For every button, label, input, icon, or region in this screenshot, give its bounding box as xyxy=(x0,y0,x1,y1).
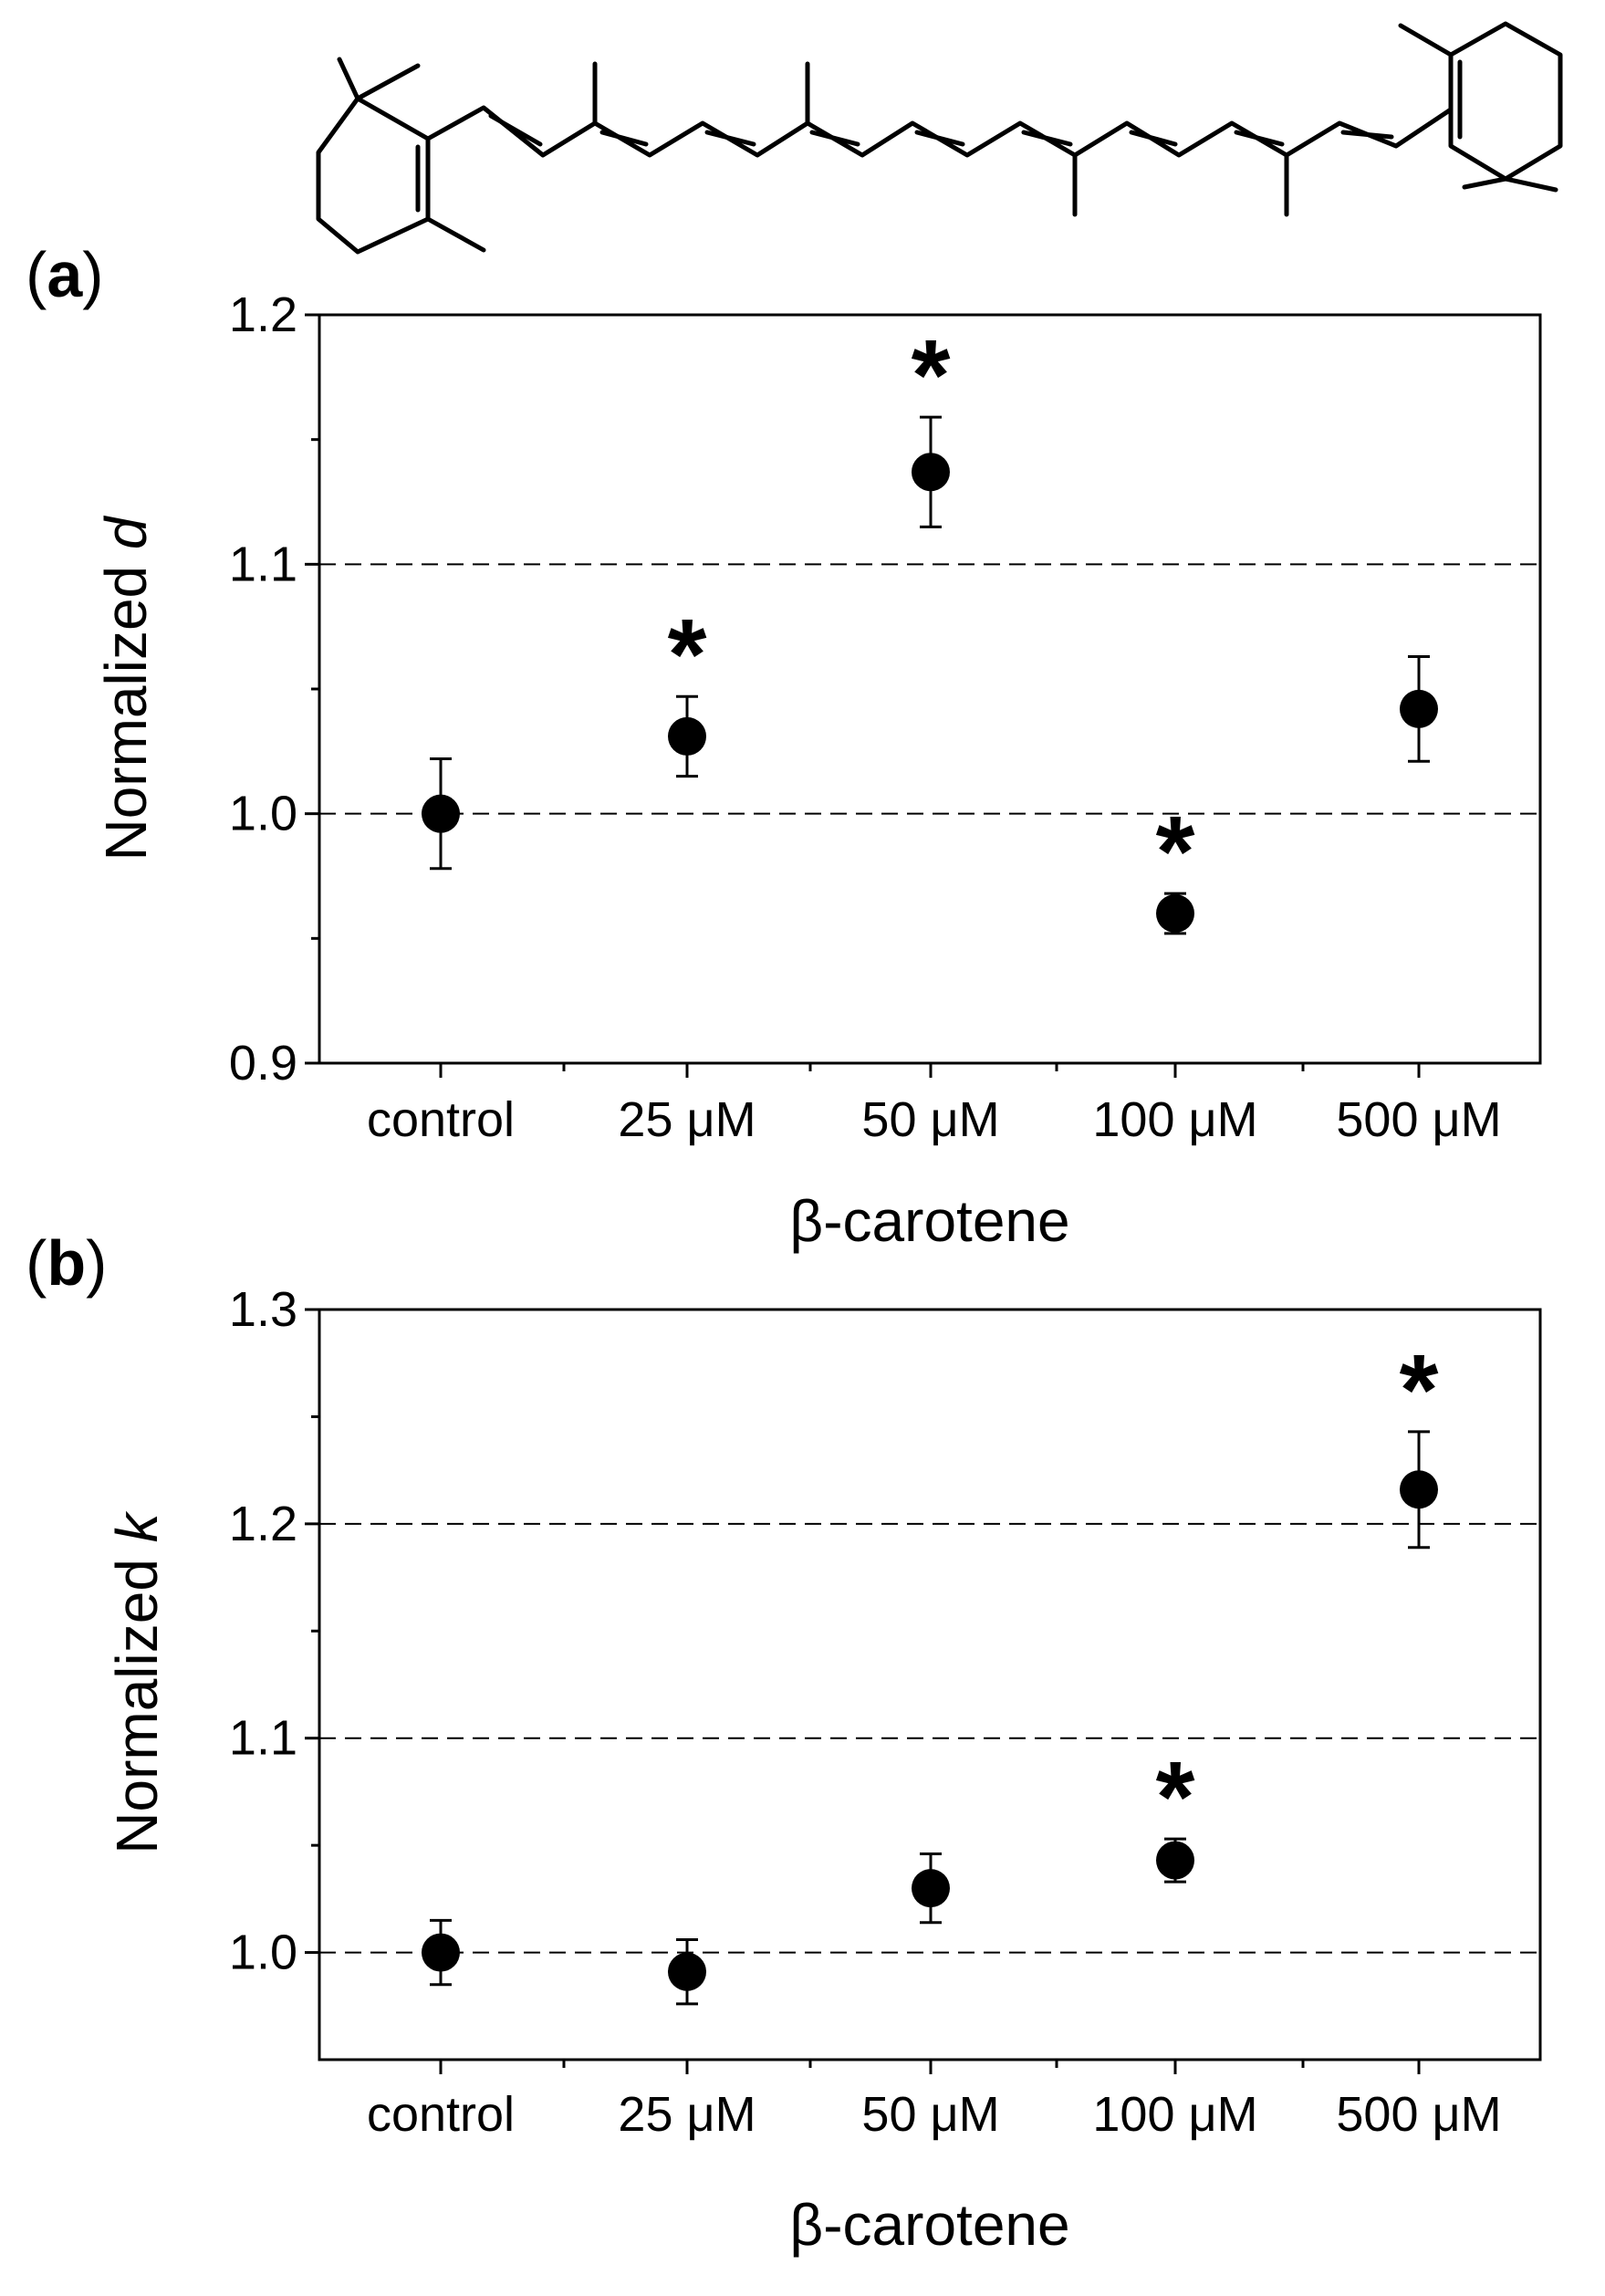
significance-star: * xyxy=(1156,1741,1195,1853)
beta-carotene-structure xyxy=(316,21,1563,255)
y-tick-label: 0.9 xyxy=(229,1036,297,1091)
data-point xyxy=(1156,894,1194,933)
chart-a-xlabel: β-carotene xyxy=(789,1188,1069,1254)
chart-b-plot-frame xyxy=(318,1308,1542,2061)
data-point xyxy=(912,453,950,492)
x-tick-label: 500 μM xyxy=(1336,1092,1501,1147)
x-tick-label: 25 μM xyxy=(618,1092,756,1147)
chart-a: 0.9 1.0 1.1 1.2 control 25 μM 50 μM 100 μM 500 … xyxy=(93,287,1542,1254)
chart-b-ylabel: Normalized k xyxy=(104,1510,170,1853)
chart-a-points: * * * xyxy=(422,319,1438,935)
data-point xyxy=(422,794,460,833)
panel-b-letter: (b) xyxy=(26,1227,107,1299)
significance-star: * xyxy=(1156,796,1195,908)
chart-a-ylabel: Normalized d xyxy=(93,515,159,861)
chart-a-yticks: 0.9 1.0 1.1 1.2 xyxy=(229,287,319,1091)
data-point xyxy=(668,716,706,756)
x-tick-label: 500 μM xyxy=(1336,2087,1501,2142)
chart-a-xticks: control 25 μM 50 μM 100 μM 500 μM xyxy=(367,1063,1502,1147)
x-tick-label: 50 μM xyxy=(861,1092,999,1147)
y-tick-label: 1.1 xyxy=(229,537,297,591)
panel-a-letter: (a) xyxy=(26,239,104,310)
data-point xyxy=(668,1952,706,1991)
significance-star: * xyxy=(912,319,951,432)
chart-b-xlabel: β-carotene xyxy=(789,2192,1069,2258)
y-tick-label: 1.0 xyxy=(229,1926,297,1980)
chart-a-gridlines xyxy=(319,563,1540,815)
svg-text:(b): (b) xyxy=(26,1227,107,1299)
data-point xyxy=(912,1869,950,1908)
data-point xyxy=(422,1933,460,1972)
chart-b: 1.0 1.1 1.2 1.3 control 25 μM 50 μM 100 μM 500 … xyxy=(104,1282,1542,2258)
x-tick-label: 100 μM xyxy=(1092,2087,1257,2142)
data-point xyxy=(1400,689,1438,728)
chart-b-points: ** xyxy=(422,1334,1439,2006)
x-tick-label: 100 μM xyxy=(1092,1092,1257,1147)
significance-star: * xyxy=(668,599,707,711)
data-point xyxy=(1156,1841,1194,1880)
significance-star: * xyxy=(1400,1334,1439,1446)
y-tick-label: 1.0 xyxy=(229,787,297,841)
x-tick-label: 50 μM xyxy=(861,2087,999,2142)
y-tick-label: 1.1 xyxy=(229,1711,297,1766)
y-tick-label: 1.2 xyxy=(229,287,297,342)
chart-b-yticks: 1.0 1.1 1.2 1.3 xyxy=(229,1282,319,1980)
x-tick-label: 25 μM xyxy=(618,2087,756,2142)
x-tick-label: control xyxy=(367,2087,515,2142)
x-tick-label: control xyxy=(367,1092,515,1147)
svg-text:(a): (a) xyxy=(26,239,104,310)
chart-b-xticks: control 25 μM 50 μM 100 μM 500 μM xyxy=(367,2060,1502,2142)
y-tick-label: 1.3 xyxy=(229,1282,297,1337)
data-point xyxy=(1400,1470,1438,1509)
y-tick-label: 1.2 xyxy=(229,1497,297,1551)
